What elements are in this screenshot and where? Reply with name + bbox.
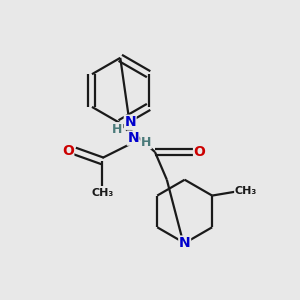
Text: H: H (112, 123, 122, 136)
Text: H: H (141, 136, 151, 148)
Text: N: N (124, 115, 136, 129)
Text: CH₃: CH₃ (91, 188, 114, 198)
Text: O: O (62, 144, 74, 158)
Text: O: O (194, 145, 206, 159)
Text: N: N (127, 131, 139, 145)
Text: CH₃: CH₃ (235, 186, 257, 196)
Text: N: N (179, 236, 190, 250)
